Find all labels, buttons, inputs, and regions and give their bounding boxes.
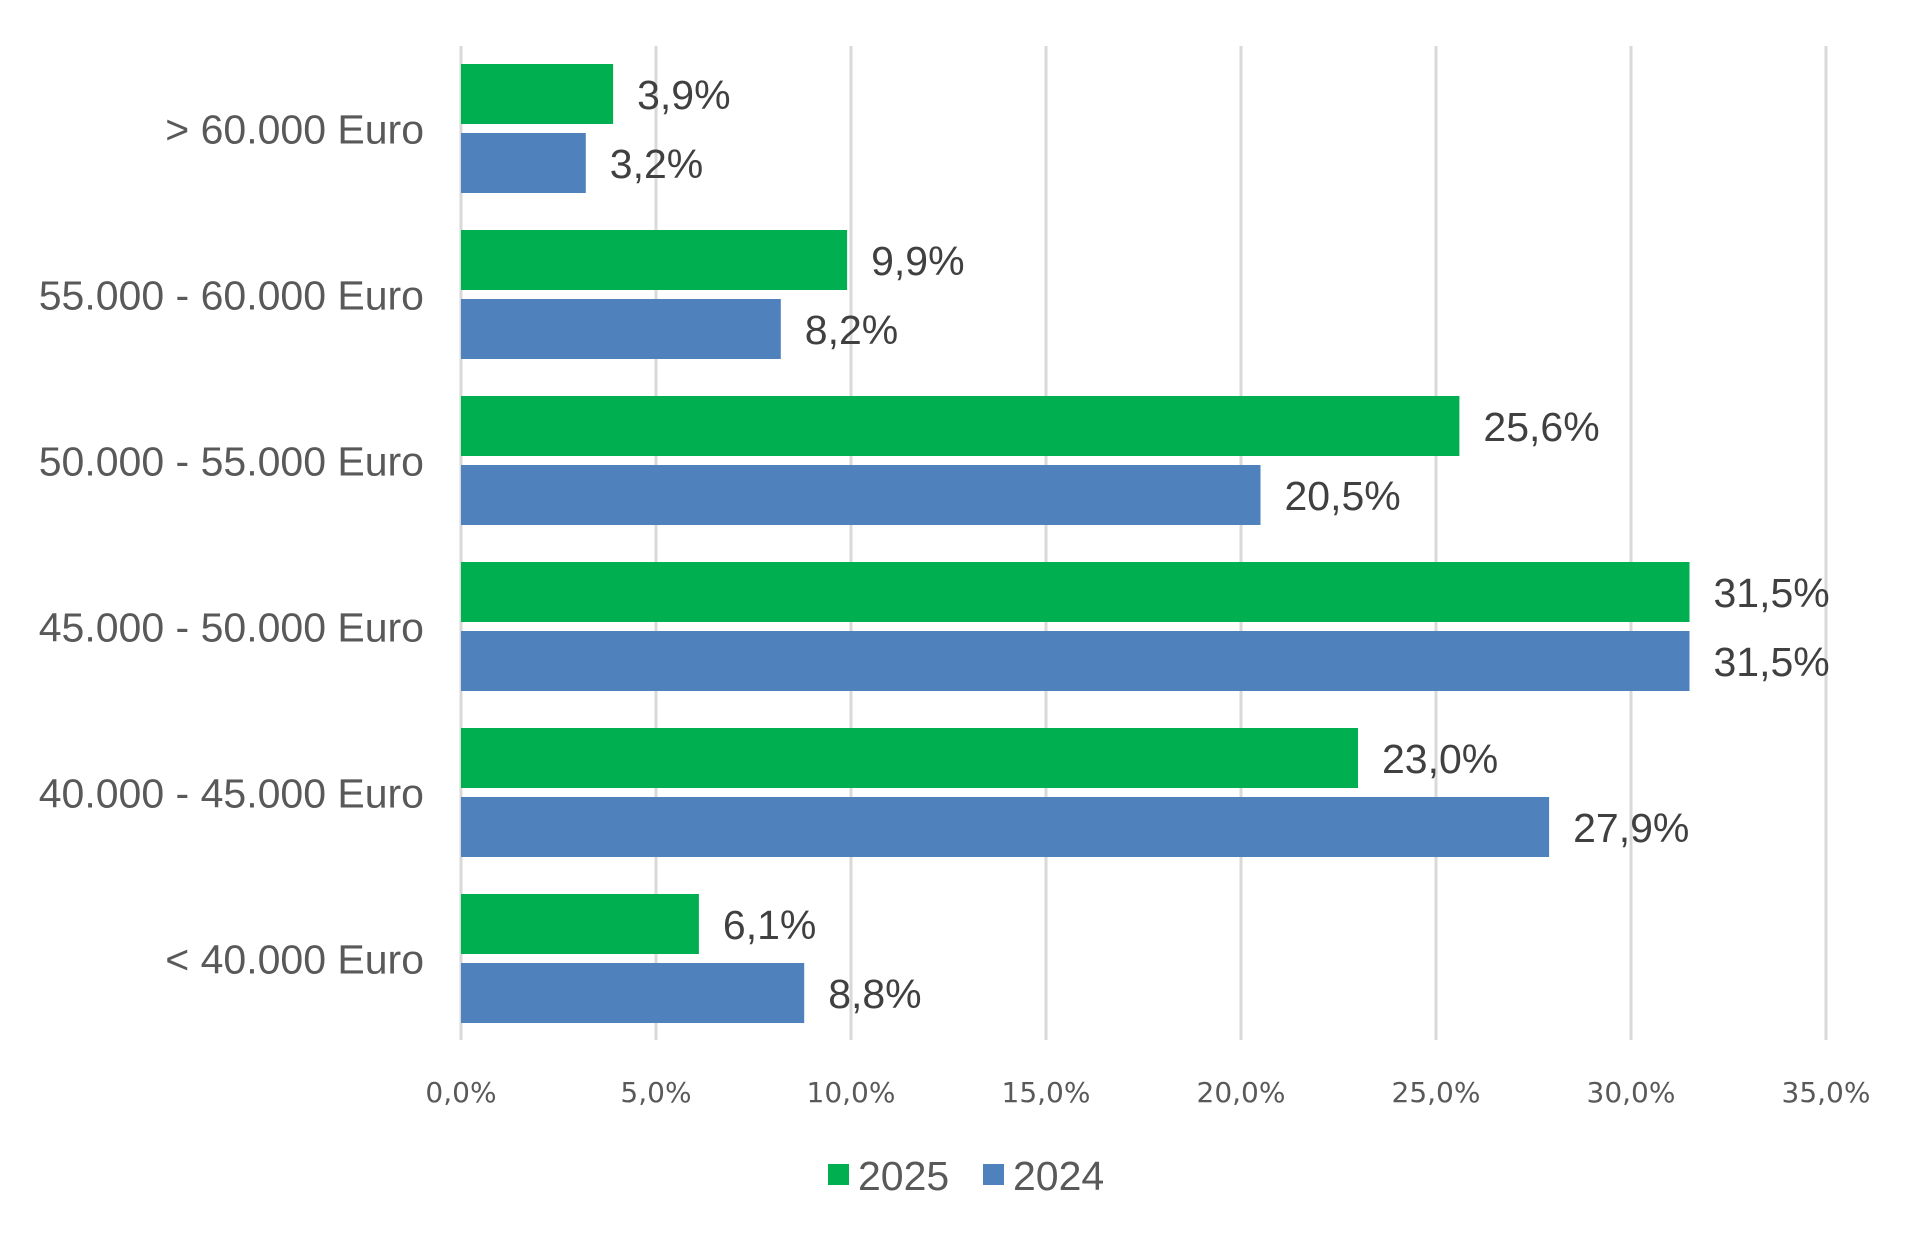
x-tick-label: 0,0% xyxy=(425,1076,496,1109)
bar-2025-3 xyxy=(461,562,1690,622)
x-tick-label: 5,0% xyxy=(620,1076,691,1109)
bar-2025-4 xyxy=(461,728,1358,788)
bar-2024-0 xyxy=(461,133,586,193)
x-tick-label: 15,0% xyxy=(1002,1076,1091,1109)
legend-swatch-2025[interactable] xyxy=(828,1164,849,1185)
bar-2024-1 xyxy=(461,299,781,359)
category-label: > 60.000 Euro xyxy=(165,107,424,153)
bar-2025-1 xyxy=(461,230,848,290)
data-label: 23,0% xyxy=(1382,736,1498,782)
legend-label-2025[interactable]: 2025 xyxy=(858,1153,949,1199)
bar-2025-5 xyxy=(461,894,699,954)
gridlines xyxy=(459,46,1828,1040)
data-label: 31,5% xyxy=(1714,570,1830,616)
legend-label-2024[interactable]: 2024 xyxy=(1013,1153,1104,1199)
data-label: 20,5% xyxy=(1285,473,1401,519)
category-label: 50.000 - 55.000 Euro xyxy=(39,439,424,485)
data-label: 27,9% xyxy=(1573,805,1689,851)
value-axis: 0,0% 5,0% 10,0% 15,0% 20,0% 25,0% 30,0% 35,0% xyxy=(425,1076,1870,1109)
data-label: 25,6% xyxy=(1483,404,1599,450)
bar-2025-2 xyxy=(461,396,1460,456)
category-axis: > 60.000 Euro 55.000 - 60.000 Euro 50.000 … xyxy=(39,107,424,983)
x-tick-label: 10,0% xyxy=(807,1076,896,1109)
legend[interactable]: 2025 2024 xyxy=(828,1153,1104,1199)
data-label: 9,9% xyxy=(871,238,964,284)
category-label: 55.000 - 60.000 Euro xyxy=(39,273,424,319)
category-label: 40.000 - 45.000 Euro xyxy=(39,771,424,817)
category-label: < 40.000 Euro xyxy=(165,937,424,983)
x-tick-label: 20,0% xyxy=(1197,1076,1286,1109)
data-labels: 3,9% 3,2% 9,9% 8,2% 25,6% 20,5% 31,5% 31,5% 23,0… xyxy=(610,72,1830,1017)
x-tick-label: 25,0% xyxy=(1392,1076,1481,1109)
bar-2024-5 xyxy=(461,963,805,1023)
x-tick-label: 35,0% xyxy=(1782,1076,1871,1109)
data-label: 31,5% xyxy=(1714,639,1830,685)
bar-2024-2 xyxy=(461,465,1261,525)
legend-swatch-2024[interactable] xyxy=(983,1164,1004,1185)
bars xyxy=(461,64,1690,1023)
bar-2024-3 xyxy=(461,631,1690,691)
data-label: 3,2% xyxy=(610,141,703,187)
data-label: 8,2% xyxy=(805,307,898,353)
x-tick-label: 30,0% xyxy=(1587,1076,1676,1109)
data-label: 8,8% xyxy=(828,971,921,1017)
bar-2025-0 xyxy=(461,64,614,124)
bar-2024-4 xyxy=(461,797,1550,857)
data-label: 6,1% xyxy=(723,902,816,948)
category-label: 45.000 - 50.000 Euro xyxy=(39,605,424,651)
data-label: 3,9% xyxy=(637,72,730,118)
